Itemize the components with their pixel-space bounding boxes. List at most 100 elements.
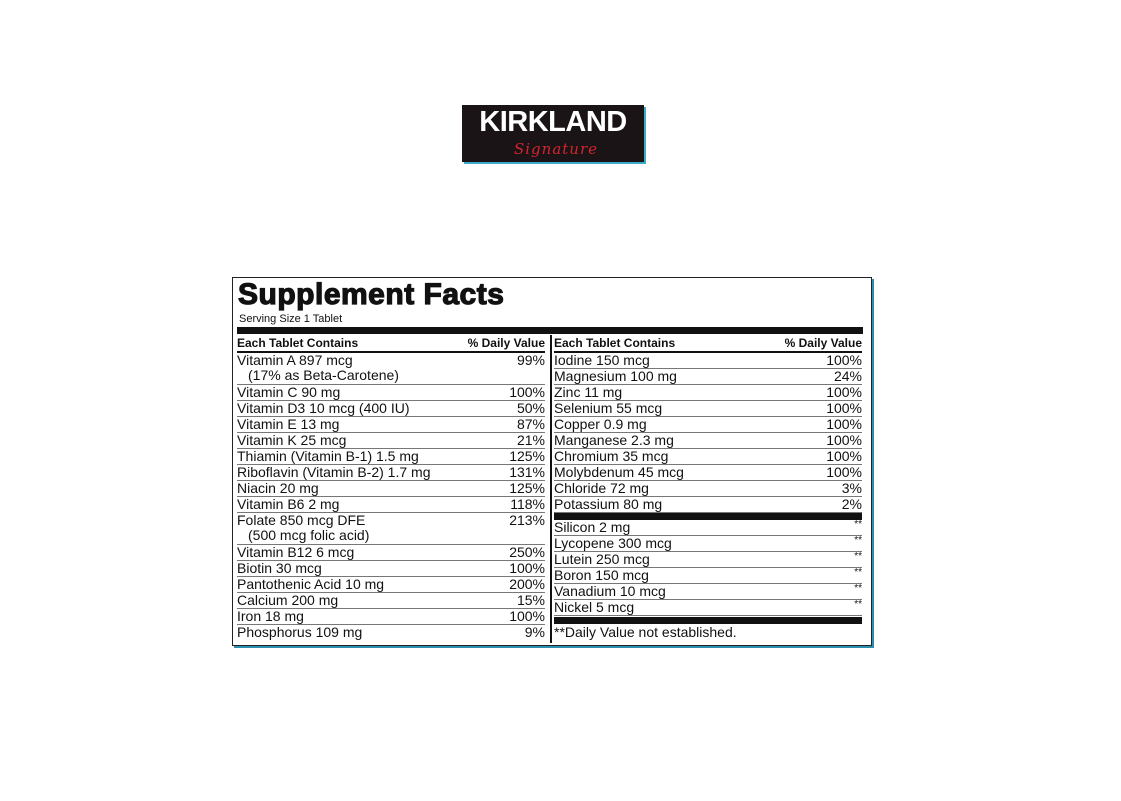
nutrient-row: Chloride 72 mg 3% bbox=[554, 481, 862, 497]
nutrient-name-text: Pantothenic Acid 10 mg bbox=[237, 576, 385, 592]
daily-value: 100% bbox=[826, 448, 862, 464]
nutrient-row: Iodine 150 mcg 100% bbox=[554, 353, 862, 369]
nutrient-name: Pantothenic Acid 10 mg bbox=[237, 577, 384, 592]
nutrient-row: Silicon 2 mg ** bbox=[554, 520, 862, 536]
daily-value: 2% bbox=[841, 496, 862, 512]
nutrient-row: Calcium 200 mg 15% bbox=[237, 593, 545, 609]
nutrient-name-text: Folate 850 mcg DFE bbox=[237, 512, 366, 528]
daily-value: 9% bbox=[524, 624, 545, 640]
nutrient-name: Riboflavin (Vitamin B-2) 1.7 mg bbox=[237, 465, 430, 480]
nutrient-name-text: Vanadium 10 mcg bbox=[554, 583, 666, 599]
nutrient-row: Manganese 2.3 mg 100% bbox=[554, 433, 862, 449]
nutrient-name-text: Vitamin B6 2 mg bbox=[237, 496, 340, 512]
nutrient-name-text: Vitamin C 90 mg bbox=[237, 384, 341, 400]
nutrient-row: Chromium 35 mcg 100% bbox=[554, 449, 862, 465]
daily-value: 50% bbox=[516, 400, 545, 416]
nutrient-row: Thiamin (Vitamin B-1) 1.5 mg 125% bbox=[237, 449, 545, 465]
daily-value: 200% bbox=[509, 576, 545, 592]
serving-size: Serving Size 1 Tablet bbox=[239, 313, 343, 325]
column-header: Each Tablet Contains % Daily Value bbox=[237, 335, 545, 353]
daily-value: 125% bbox=[509, 448, 545, 464]
nutrient-row: Vitamin D3 10 mcg (400 IU) 50% bbox=[237, 401, 545, 417]
divider-bar bbox=[237, 327, 863, 334]
nutrient-name: Nickel 5 mcg bbox=[554, 600, 634, 615]
nutrient-name: Vitamin K 25 mcg bbox=[237, 433, 346, 448]
nutrient-name-text: Selenium 55 mcg bbox=[554, 400, 663, 416]
daily-value: ** bbox=[854, 535, 862, 546]
daily-value: 100% bbox=[826, 464, 862, 480]
nutrient-row: Vitamin B12 6 mcg 250% bbox=[237, 545, 545, 561]
nutrient-name: Selenium 55 mcg bbox=[554, 401, 662, 416]
nutrient-name: Chloride 72 mg bbox=[554, 481, 649, 496]
daily-value: 250% bbox=[509, 544, 545, 560]
nutrient-name-text: Boron 150 mcg bbox=[554, 567, 649, 583]
nutrient-row: Phosphorus 109 mg 9% bbox=[237, 625, 545, 640]
nutrient-name-text: Lycopene 300 mcg bbox=[554, 535, 672, 551]
nutrient-name-text: Silicon 2 mg bbox=[554, 519, 631, 535]
daily-value: 100% bbox=[509, 384, 545, 400]
daily-value: 213% bbox=[509, 512, 545, 528]
nutrient-row: Vitamin B6 2 mg 118% bbox=[237, 497, 545, 513]
daily-value: 100% bbox=[826, 400, 862, 416]
nutrient-name-text: Vitamin A 897 mcg bbox=[237, 352, 353, 368]
nutrient-name-text: Thiamin (Vitamin B-1) 1.5 mg bbox=[237, 448, 419, 464]
nutrient-name: Chromium 35 mcg bbox=[554, 449, 668, 464]
nutrient-name: Lycopene 300 mcg bbox=[554, 536, 672, 551]
nutrient-name: Manganese 2.3 mg bbox=[554, 433, 674, 448]
nutrient-row: Copper 0.9 mg 100% bbox=[554, 417, 862, 433]
nutrient-row: Biotin 30 mcg 100% bbox=[237, 561, 545, 577]
nutrient-name-text: Phosphorus 109 mg bbox=[237, 624, 363, 640]
daily-value: ** bbox=[854, 551, 862, 562]
nutrient-name-text: Vitamin B12 6 mcg bbox=[237, 544, 355, 560]
nutrient-row: Riboflavin (Vitamin B-2) 1.7 mg 131% bbox=[237, 465, 545, 481]
nutrient-name-text: Zinc 11 mg bbox=[554, 384, 623, 400]
nutrient-row: Vitamin K 25 mcg 21% bbox=[237, 433, 545, 449]
nutrient-name: Vitamin B12 6 mcg bbox=[237, 545, 354, 560]
daily-value: 100% bbox=[826, 384, 862, 400]
nutrient-name: Lutein 250 mcg bbox=[554, 552, 650, 567]
daily-value: 24% bbox=[833, 368, 862, 384]
nutrient-name: Vitamin B6 2 mg bbox=[237, 497, 339, 512]
nutrient-name: Silicon 2 mg bbox=[554, 520, 630, 535]
daily-value: 125% bbox=[509, 480, 545, 496]
column-divider bbox=[550, 335, 552, 643]
left-column: Each Tablet Contains % Daily Value Vitam… bbox=[237, 335, 545, 640]
nutrient-row: Niacin 20 mg 125% bbox=[237, 481, 545, 497]
column-header: Each Tablet Contains % Daily Value bbox=[554, 335, 862, 353]
nutrient-row: Nickel 5 mcg ** bbox=[554, 600, 862, 616]
nutrient-row: Iron 18 mg 100% bbox=[237, 609, 545, 625]
kirkland-signature-logo: KIRKLAND Signature bbox=[462, 105, 644, 162]
nutrient-row: Pantothenic Acid 10 mg 200% bbox=[237, 577, 545, 593]
nutrient-name-text: Chromium 35 mcg bbox=[554, 448, 669, 464]
nutrient-name: Vitamin C 90 mg bbox=[237, 385, 340, 400]
nutrient-name-text: Riboflavin (Vitamin B-2) 1.7 mg bbox=[237, 464, 431, 480]
nutrient-name-text: Vitamin D3 10 mcg (400 IU) bbox=[237, 400, 410, 416]
nutrient-name: Niacin 20 mg bbox=[237, 481, 319, 496]
daily-value: 100% bbox=[826, 432, 862, 448]
nutrient-name-text: Biotin 30 mcg bbox=[237, 560, 322, 576]
nutrient-row: Zinc 11 mg 100% bbox=[554, 385, 862, 401]
daily-value: ** bbox=[854, 519, 862, 530]
nutrient-row: Folate 850 mcg DFE (500 mcg folic acid) 21… bbox=[237, 513, 545, 545]
nutrient-subtext: (17% as Beta-Carotene) bbox=[248, 367, 399, 383]
nutrient-name-text: Copper 0.9 mg bbox=[554, 416, 647, 432]
divider-bar bbox=[554, 617, 862, 624]
nutrient-name: Thiamin (Vitamin B-1) 1.5 mg bbox=[237, 449, 419, 464]
nutrient-name: Vitamin D3 10 mcg (400 IU) bbox=[237, 401, 409, 416]
nutrient-row: Vitamin E 13 mg 87% bbox=[237, 417, 545, 433]
daily-value: ** bbox=[854, 567, 862, 578]
header-daily-value: % Daily Value bbox=[467, 336, 545, 350]
daily-value: 118% bbox=[510, 496, 545, 512]
nutrient-subtext: (500 mcg folic acid) bbox=[248, 527, 370, 543]
nutrient-name-text: Iodine 150 mcg bbox=[554, 352, 650, 368]
nutrient-name: Zinc 11 mg bbox=[554, 385, 622, 400]
nutrient-name-text: Potassium 80 mg bbox=[554, 496, 663, 512]
nutrient-row: Vitamin A 897 mcg (17% as Beta-Carotene) 9… bbox=[237, 353, 545, 385]
nutrient-name: Iodine 150 mcg bbox=[554, 353, 650, 368]
daily-value: 3% bbox=[841, 480, 862, 496]
header-daily-value: % Daily Value bbox=[784, 336, 862, 350]
nutrient-name: Potassium 80 mg bbox=[554, 497, 662, 512]
daily-value: 100% bbox=[509, 560, 545, 576]
footnote: **Daily Value not established. bbox=[554, 624, 737, 640]
nutrient-name: Calcium 200 mg bbox=[237, 593, 338, 608]
